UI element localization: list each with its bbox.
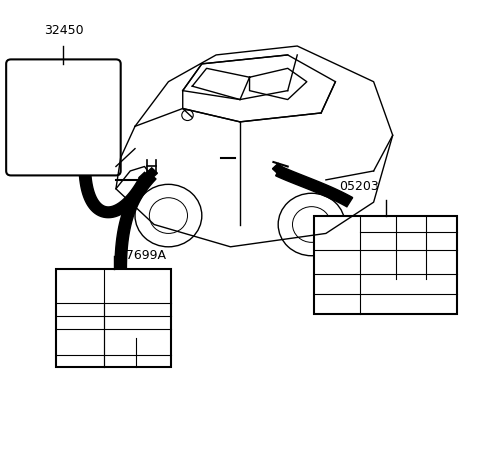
- Bar: [56, 269, 171, 367]
- Text: 32450: 32450: [44, 24, 83, 37]
- Polygon shape: [276, 166, 353, 207]
- Polygon shape: [79, 171, 150, 218]
- Text: 05203: 05203: [339, 180, 379, 193]
- FancyBboxPatch shape: [6, 59, 120, 176]
- Polygon shape: [273, 163, 284, 174]
- Bar: [314, 216, 457, 314]
- Text: 97699A: 97699A: [118, 250, 166, 262]
- Polygon shape: [146, 168, 157, 179]
- Polygon shape: [115, 172, 156, 269]
- Polygon shape: [139, 172, 150, 183]
